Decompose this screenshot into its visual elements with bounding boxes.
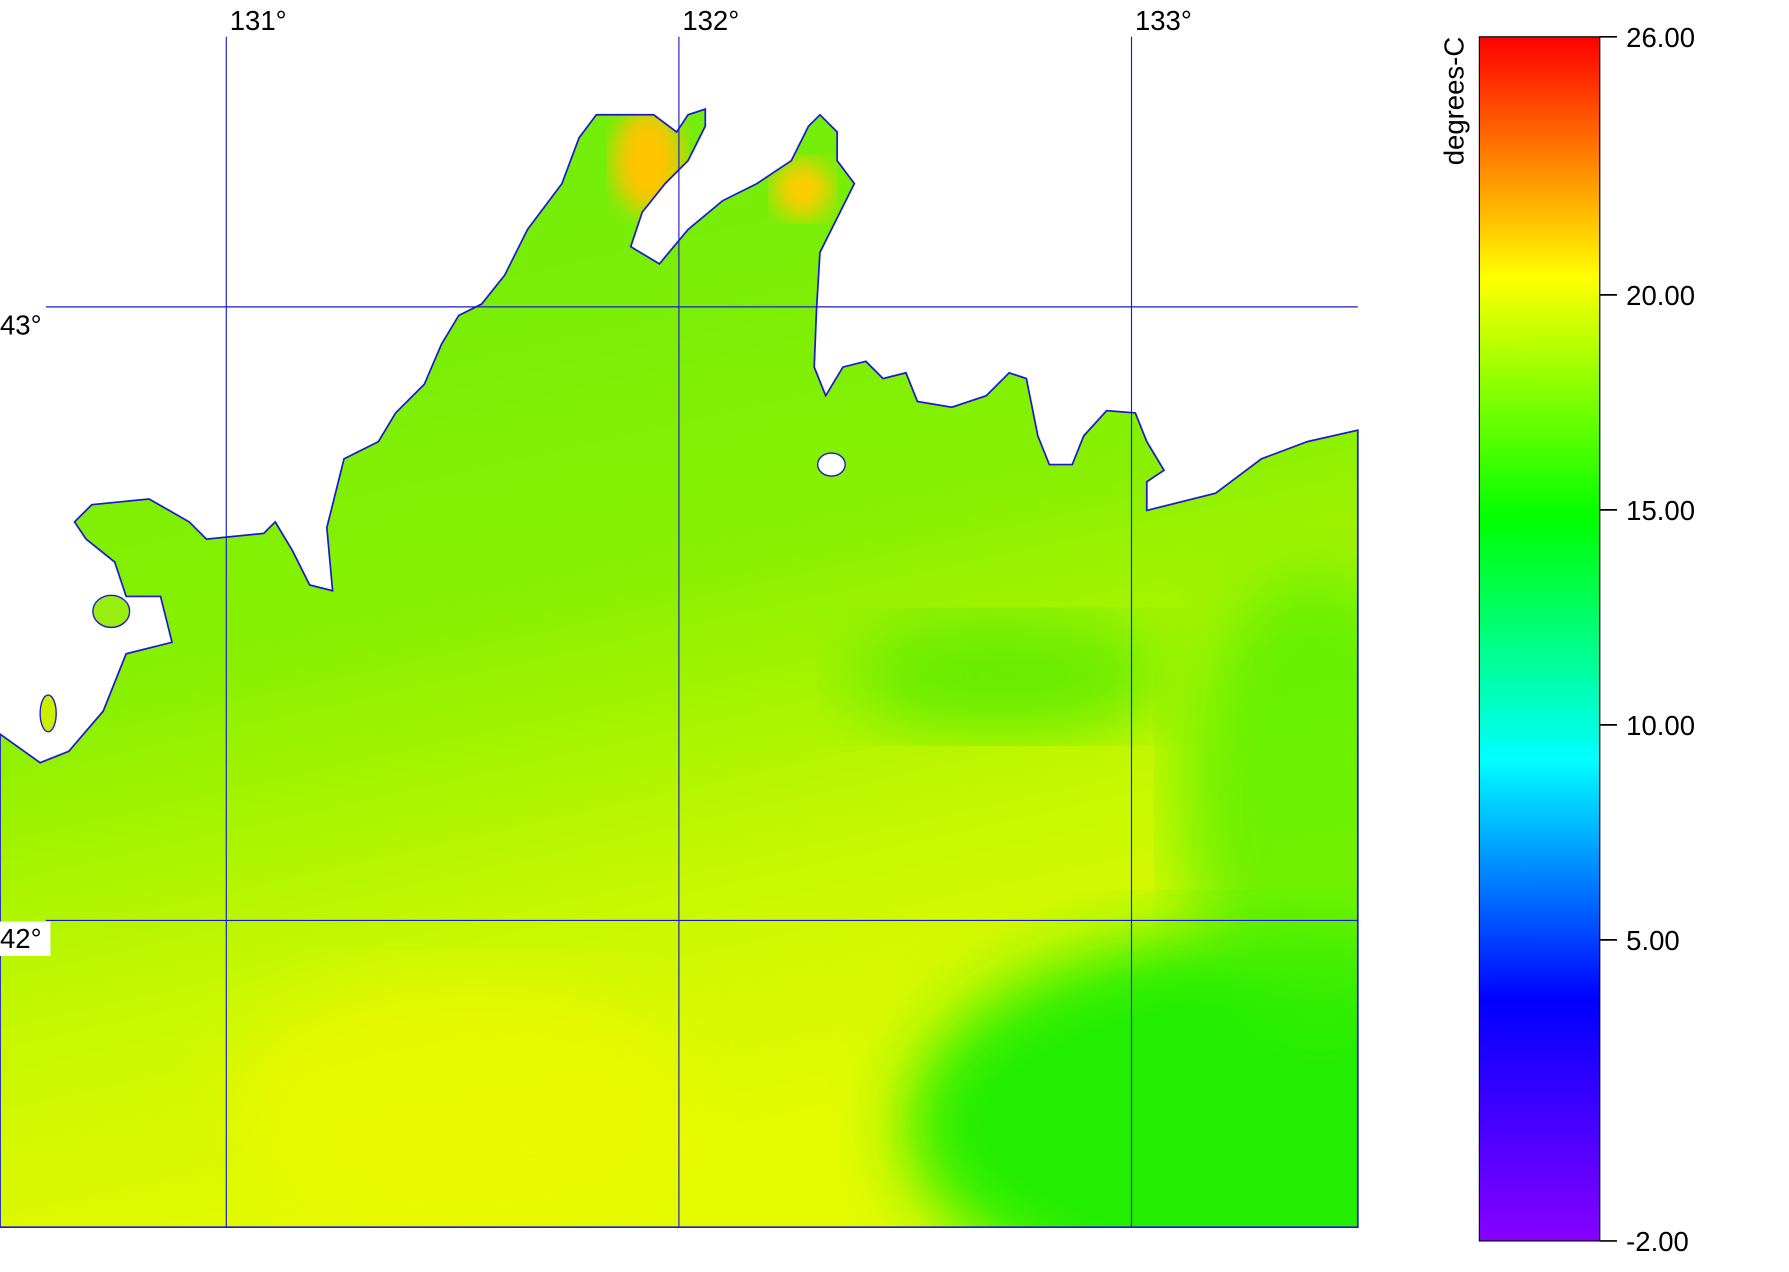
colorbar-tick-label: 20.00: [1626, 280, 1695, 311]
label-bg: [0, 308, 51, 343]
lon-label: 131°: [230, 5, 287, 36]
colorbar-tick-label: 15.00: [1626, 495, 1695, 526]
colorbar-title: degrees-C: [1438, 37, 1469, 165]
colorbar-tick-label: 5.00: [1626, 925, 1680, 956]
lat-label: 42°: [0, 923, 42, 954]
colorbar: 26.00 20.00 15.00 10.00 5.00 -2.00 degrees-C: [1438, 22, 1695, 1257]
island: [816, 452, 846, 477]
graticule: 131° 132° 133° 43° 42°: [0, 5, 1358, 1228]
label-bg: [0, 921, 51, 956]
island: [92, 594, 131, 629]
lon-label: 133°: [1135, 5, 1192, 36]
colorbar-tick-label: 10.00: [1626, 710, 1695, 741]
lon-label: 132°: [682, 5, 739, 36]
lat-label: 43°: [0, 309, 42, 340]
colorbar-tick-label: 26.00: [1626, 22, 1695, 53]
colorbar-tick-label: -2.00: [1626, 1226, 1689, 1257]
sea-surface: [0, 109, 1358, 1228]
island: [39, 694, 57, 733]
colorbar-scale: [1478, 36, 1601, 1242]
